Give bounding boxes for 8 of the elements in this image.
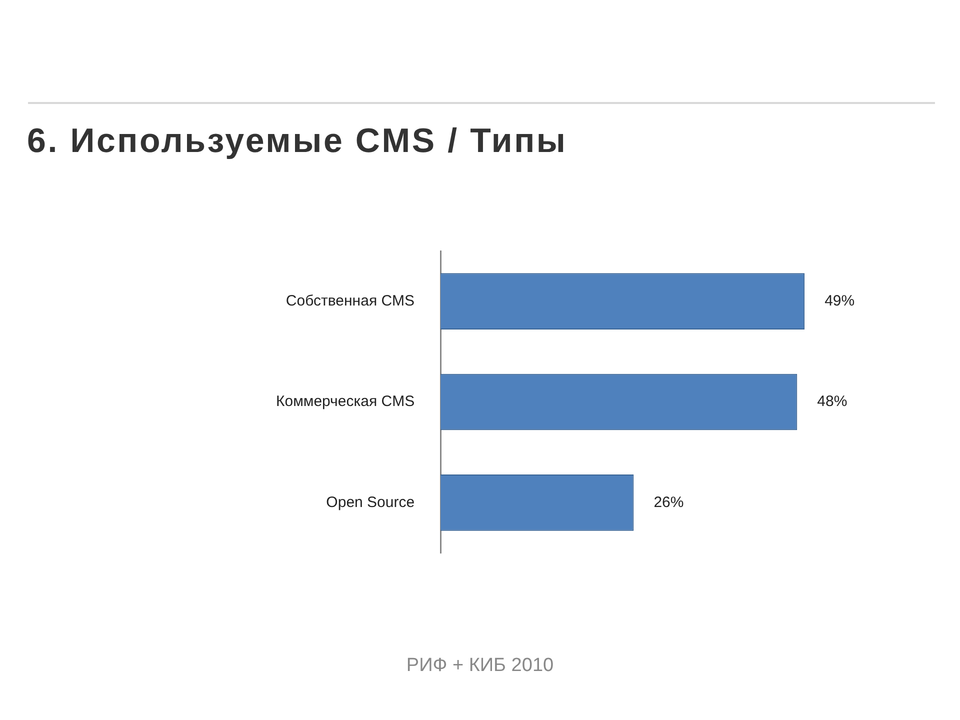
y-tick-label: Коммерческая CMS [276,393,415,410]
text: РИФ + КИБ 2010 [405,655,555,677]
data-label: 48% [817,393,848,410]
chart-title: 6. Используемые CMS / Типы [27,122,568,161]
data-label: 26% [654,494,684,511]
data-label: 49% [824,292,855,310]
y-tick-label: Open Source [326,494,415,511]
y-tick-label: Собственная CMS [286,292,415,310]
